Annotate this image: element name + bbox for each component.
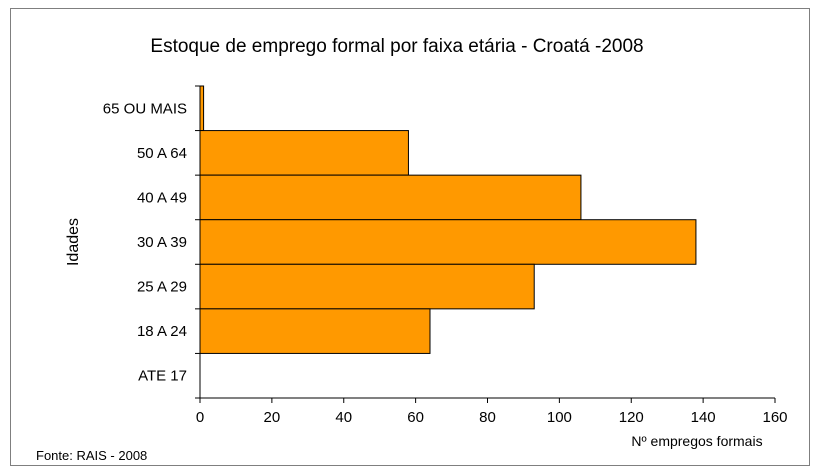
x-ticks: 0 20 40 60 80 100 120 140 160 xyxy=(196,398,788,426)
x-tick-label: 40 xyxy=(335,409,352,426)
source-note: Fonte: RAIS - 2008 xyxy=(36,448,147,463)
bar-25-a-29 xyxy=(199,263,535,310)
x-axis-title: Nº empregos formais xyxy=(631,433,762,449)
x-tick-label: 80 xyxy=(479,409,496,426)
x-tick-label: 0 xyxy=(196,409,204,426)
bars-group xyxy=(199,85,697,354)
bar-30-a-39 xyxy=(199,219,697,265)
x-tick-label: 140 xyxy=(691,409,716,426)
bar-18-a-24 xyxy=(199,308,431,354)
category-label: 18 A 24 xyxy=(137,323,187,340)
category-label: 65 OU MAIS xyxy=(103,100,187,117)
y-axis-title: Idades xyxy=(65,218,82,266)
x-tick-label: 60 xyxy=(407,409,424,426)
chart-title: Estoque de emprego formal por faixa etár… xyxy=(150,36,643,57)
bar-65-ou-mais xyxy=(199,85,205,132)
category-label: ATE 17 xyxy=(138,368,187,385)
category-label: 40 A 49 xyxy=(137,189,187,206)
x-tick-label: 100 xyxy=(547,409,572,426)
category-label: 25 A 29 xyxy=(137,279,187,296)
x-tick-label: 120 xyxy=(619,409,644,426)
x-tick-label: 20 xyxy=(264,409,281,426)
category-label: 30 A 39 xyxy=(137,234,187,251)
x-tick-label: 160 xyxy=(762,409,787,426)
bar-50-a-64 xyxy=(199,130,409,176)
category-label: 50 A 64 xyxy=(137,145,187,162)
bar-40-a-49 xyxy=(199,174,582,221)
category-labels: 65 OU MAIS 50 A 64 40 A 49 30 A 39 25 A 29 18… xyxy=(103,85,200,399)
